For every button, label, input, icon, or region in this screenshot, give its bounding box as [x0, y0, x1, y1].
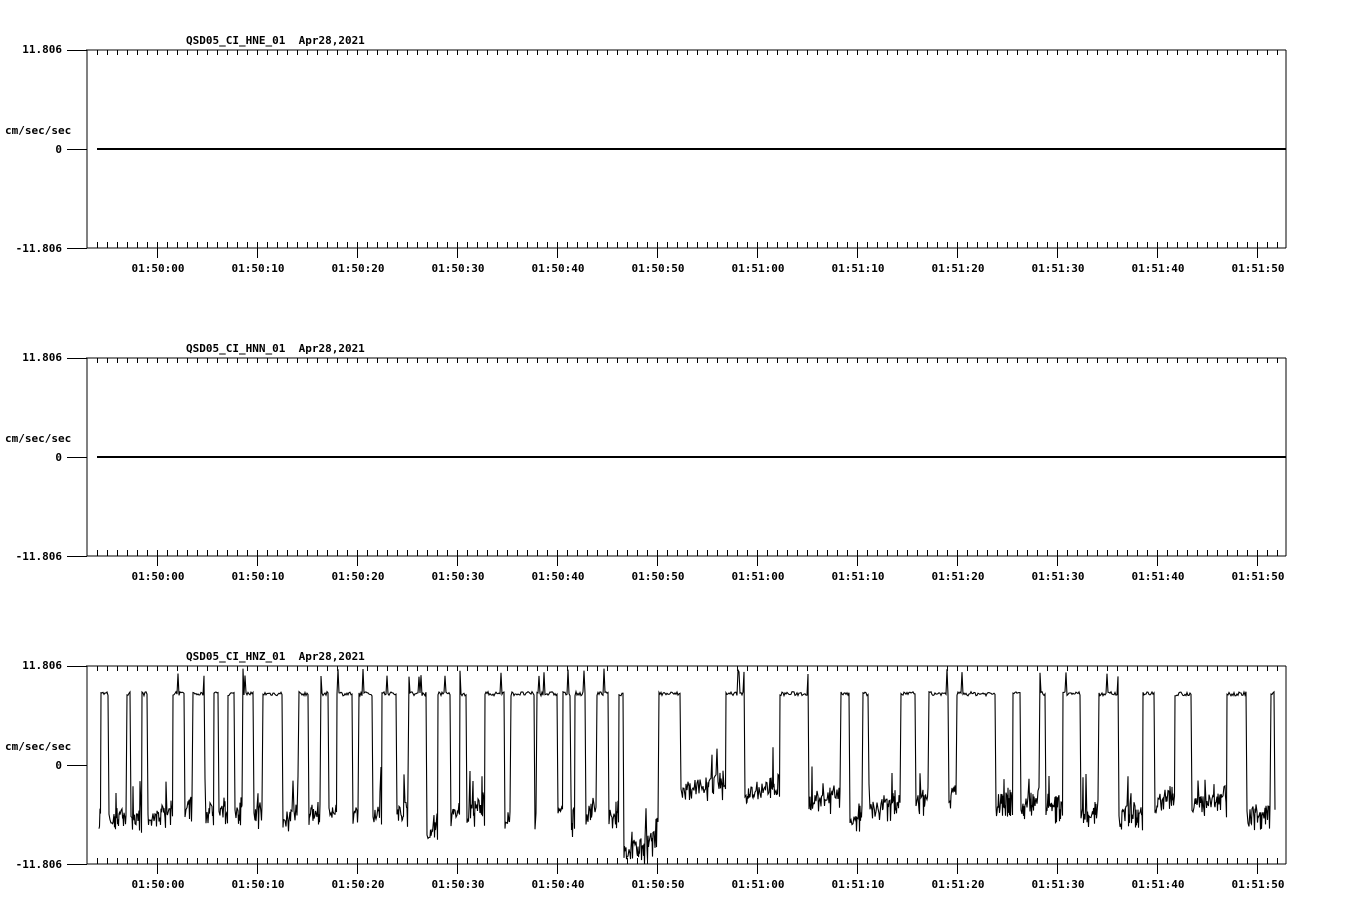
x-tick-label: 01:51:20 [931, 570, 985, 583]
y-min-label: -11.806 [15, 858, 62, 871]
x-tick-label: 01:50:00 [131, 878, 185, 891]
x-tick-label: 01:50:00 [131, 262, 185, 275]
x-tick-label: 01:50:10 [231, 262, 285, 275]
x-tick-label: 01:50:20 [331, 878, 385, 891]
chart-title: QSD05_CI_HNZ_01 Apr28,2021 [186, 650, 365, 663]
x-tick-label: 01:50:10 [231, 878, 285, 891]
y-unit-label: cm/sec/sec [5, 124, 72, 137]
x-tick-label: 01:50:50 [631, 878, 685, 891]
x-tick-label: 01:50:10 [231, 570, 285, 583]
x-tick-label: 01:51:30 [1031, 570, 1085, 583]
x-tick-label: 01:50:00 [131, 570, 185, 583]
y-unit-label: cm/sec/sec [5, 432, 72, 445]
x-tick-label: 01:50:40 [531, 570, 585, 583]
x-tick-label: 01:50:40 [531, 878, 585, 891]
x-tick-label: 01:50:50 [631, 570, 685, 583]
chart-title: QSD05_CI_HNN_01 Apr28,2021 [186, 342, 365, 355]
y-zero-label: 0 [55, 759, 62, 772]
y-min-label: -11.806 [15, 550, 62, 563]
x-tick-label: 01:50:40 [531, 262, 585, 275]
x-tick-label: 01:51:40 [1131, 262, 1185, 275]
x-tick-label: 01:51:40 [1131, 878, 1185, 891]
y-unit-label: cm/sec/sec [5, 740, 72, 753]
x-tick-label: 01:51:10 [831, 878, 885, 891]
x-tick-label: 01:51:00 [731, 570, 785, 583]
x-tick-label: 01:50:30 [431, 262, 485, 275]
y-zero-label: 0 [55, 143, 62, 156]
x-tick-label: 01:50:20 [331, 262, 385, 275]
x-tick-label: 01:51:50 [1231, 262, 1285, 275]
x-tick-label: 01:51:20 [931, 878, 985, 891]
y-max-label: 11.806 [22, 659, 62, 672]
x-tick-label: 01:51:50 [1231, 570, 1285, 583]
x-tick-label: 01:51:20 [931, 262, 985, 275]
chart-title: QSD05_CI_HNE_01 Apr28,2021 [186, 34, 365, 47]
x-tick-label: 01:51:00 [731, 878, 785, 891]
x-tick-label: 01:51:30 [1031, 878, 1085, 891]
y-max-label: 11.806 [22, 351, 62, 364]
x-tick-label: 01:51:00 [731, 262, 785, 275]
x-tick-label: 01:50:50 [631, 262, 685, 275]
y-zero-label: 0 [55, 451, 62, 464]
x-tick-label: 01:50:30 [431, 878, 485, 891]
x-tick-label: 01:50:30 [431, 570, 485, 583]
waveform-trace [98, 668, 1276, 864]
x-tick-label: 01:51:40 [1131, 570, 1185, 583]
x-tick-label: 01:51:10 [831, 570, 885, 583]
x-tick-label: 01:51:30 [1031, 262, 1085, 275]
x-tick-label: 01:51:50 [1231, 878, 1285, 891]
x-tick-label: 01:50:20 [331, 570, 385, 583]
y-min-label: -11.806 [15, 242, 62, 255]
x-tick-label: 01:51:10 [831, 262, 885, 275]
y-max-label: 11.806 [22, 43, 62, 56]
